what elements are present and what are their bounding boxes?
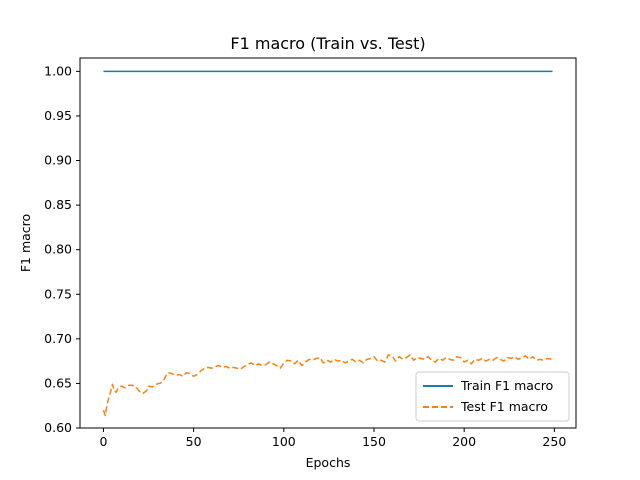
series-layer [102,70,553,417]
y-tick-label: 0.70 [44,331,72,346]
plot-area [79,57,577,429]
x-tick-label: 100 [272,434,296,449]
x-tick-label: 50 [186,434,202,449]
legend-label-test: Test F1 macro [460,399,548,414]
y-tick-label: 0.60 [44,420,72,435]
x-tick-label: 200 [452,434,476,449]
y-axis-label: F1 macro [18,214,33,272]
x-tick-label: 0 [99,434,107,449]
y-tick-label: 1.00 [44,63,72,78]
y-tick-label: 0.75 [44,286,72,301]
axes-frame [79,57,577,429]
x-axis-ticks: 0 50 100 150 200 250 [99,428,566,449]
y-tick-label: 0.80 [44,242,72,257]
y-tick-label: 0.65 [44,375,72,390]
x-axis-label: Epochs [306,455,351,470]
y-axis-ticks: 0.60 0.65 0.70 0.75 0.80 0.85 0.90 0.95 1.00 [44,63,80,435]
x-tick-label: 250 [542,434,566,449]
y-tick-label: 0.95 [44,108,72,123]
y-tick-label: 0.90 [44,153,72,168]
y-tick-label: 0.85 [44,197,72,212]
chart-title: F1 macro (Train vs. Test) [230,34,425,53]
legend: Train F1 macro Test F1 macro [415,371,570,422]
series-line-test [102,354,553,417]
x-tick-label: 150 [362,434,386,449]
legend-box [415,371,570,422]
legend-label-train: Train F1 macro [460,378,553,393]
